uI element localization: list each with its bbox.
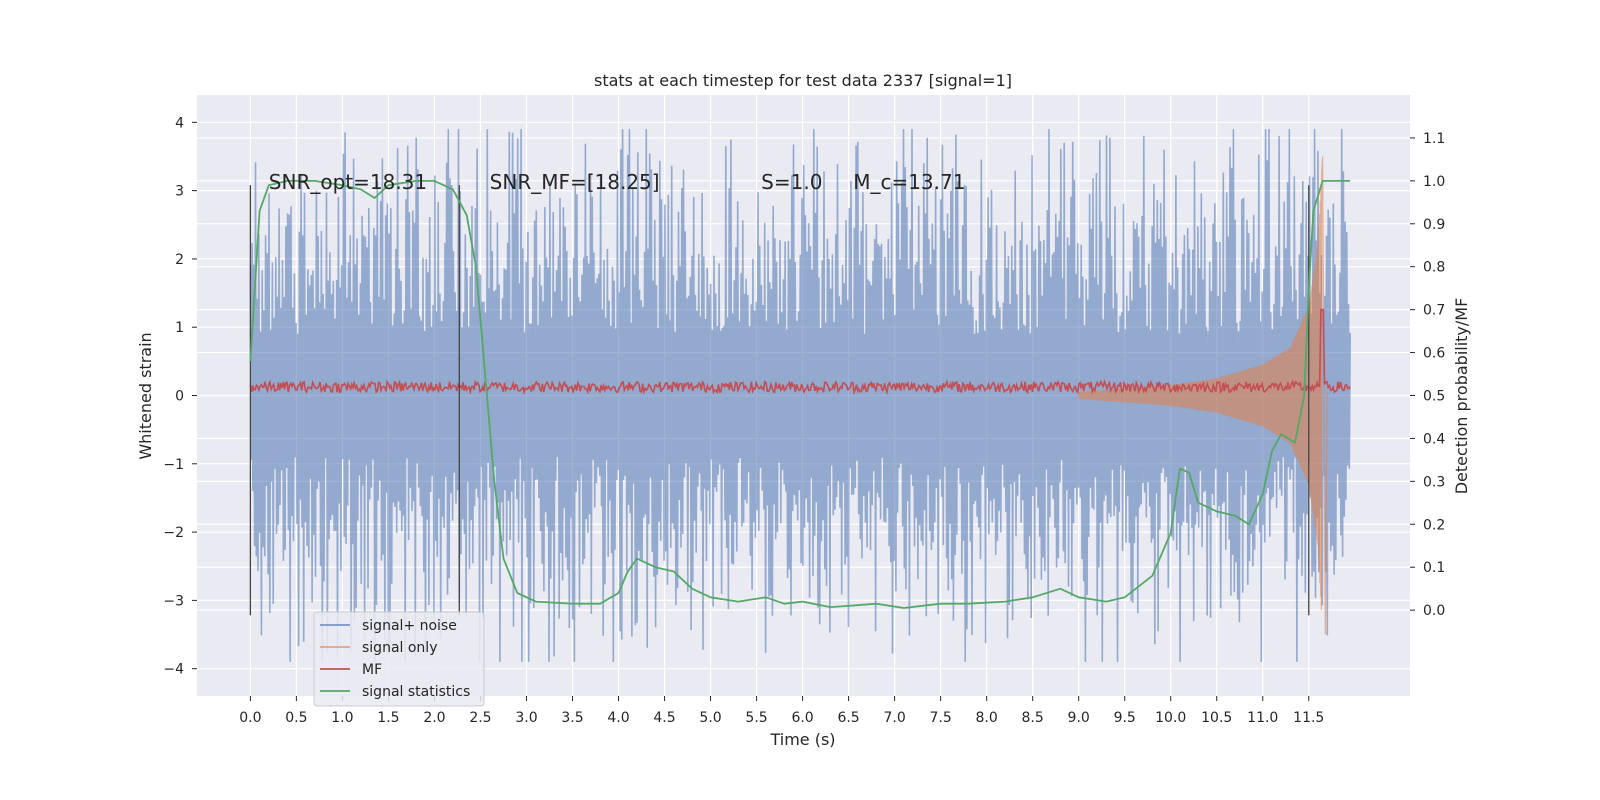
y-tick-label-left: −4 (163, 662, 184, 678)
series-mf (249, 308, 1351, 396)
signal-only-line (1078, 156, 1328, 635)
y-tick-label-left: −2 (163, 525, 184, 541)
x-tick-label: 3.0 (515, 710, 537, 726)
series-signal-noise (249, 129, 1351, 662)
legend: signal+ noise signal only MF signal statist… (313, 611, 485, 707)
x-tick-label: 10.0 (1155, 710, 1186, 726)
x-tick-label: 9.5 (1114, 710, 1136, 726)
x-tick-label: 11.0 (1247, 710, 1278, 726)
y-tick-label-right: 1.0 (1423, 174, 1445, 190)
annotations: SNR_opt=18.31 SNR_MF=[18.25] S=1.0 M_c=13.7… (269, 170, 966, 194)
x-tick-label: 8.5 (1022, 710, 1044, 726)
legend-label: signal+ noise (362, 618, 457, 634)
y-tick-label-right: 0.9 (1423, 217, 1445, 233)
y-tick-label-right: 0.4 (1423, 431, 1445, 447)
signal-statistics-line (249, 180, 1351, 609)
annotation-text: M_c=13.71 (853, 170, 965, 194)
y-tick-label-left: −3 (163, 593, 184, 609)
x-tick-label: 0.0 (239, 710, 261, 726)
y-tick-label-left: 3 (175, 184, 184, 200)
x-tick-label: 7.5 (929, 710, 951, 726)
x-tick-label: 8.0 (976, 710, 998, 726)
x-tick-label: 6.0 (791, 710, 813, 726)
vertical-markers (249, 185, 1310, 616)
y-tick-label-right: 1.1 (1423, 131, 1445, 147)
y-tick-label-right: 0.1 (1423, 560, 1445, 576)
x-tick-label: 5.0 (699, 710, 721, 726)
y-tick-label-right: 0.0 (1423, 603, 1445, 619)
legend-label: MF (362, 662, 382, 678)
legend-label: signal only (362, 640, 437, 656)
y-tick-label-left: 2 (175, 252, 184, 268)
y-tick-label-right: 0.8 (1423, 260, 1445, 276)
x-tick-label: 1.5 (377, 710, 399, 726)
y-tick-label-left: −1 (163, 457, 184, 473)
x-tick-label: 10.5 (1201, 710, 1232, 726)
signal-noise-line (249, 129, 1351, 662)
x-tick-label: 11.5 (1293, 710, 1324, 726)
x-tick-label: 3.5 (561, 710, 583, 726)
y-tick-label-left: 4 (175, 115, 184, 131)
chart-title: stats at each timestep for test data 233… (594, 71, 1012, 90)
x-tick-label: 2.5 (469, 710, 491, 726)
axis-ticks: 4 3 2 1 0 −1 −2 −3 −4 1.1 1.0 0.9 0.8 0.7 0.6 0.5 0.4 0.3… (163, 115, 1445, 726)
y-tick-label-left: 1 (175, 320, 184, 336)
legend-label: signal statistics (362, 684, 470, 700)
y-tick-label-right: 0.2 (1423, 517, 1445, 533)
legend-box (313, 611, 485, 707)
annotation-text: SNR_opt=18.31 (269, 170, 427, 194)
x-axis-label: Time (s) (769, 730, 835, 749)
y-axis-label-left: Whitened strain (136, 332, 155, 459)
mf-line (249, 308, 1351, 396)
annotation-text: SNR_MF=[18.25] (490, 170, 660, 194)
x-tick-label: 6.5 (837, 710, 859, 726)
y-tick-label-right: 0.3 (1423, 474, 1445, 490)
x-tick-label: 1.0 (331, 710, 353, 726)
y-axis-label-right: Detection probability/MF (1452, 298, 1471, 495)
x-tick-label: 4.0 (607, 710, 629, 726)
y-tick-label-left: 0 (175, 389, 184, 405)
y-tick-label-right: 0.5 (1423, 389, 1445, 405)
y-tick-label-right: 0.6 (1423, 346, 1445, 362)
x-tick-label: 5.5 (745, 710, 767, 726)
series-signal-only (1078, 156, 1328, 635)
x-tick-label: 9.0 (1068, 710, 1090, 726)
x-tick-label: 4.5 (653, 710, 675, 726)
y-tick-label-right: 0.7 (1423, 303, 1445, 319)
x-tick-label: 7.0 (883, 710, 905, 726)
x-tick-label: 0.5 (285, 710, 307, 726)
x-tick-label: 2.0 (423, 710, 445, 726)
series-signal-statistics (249, 180, 1351, 609)
annotation-text: S=1.0 (761, 170, 822, 194)
